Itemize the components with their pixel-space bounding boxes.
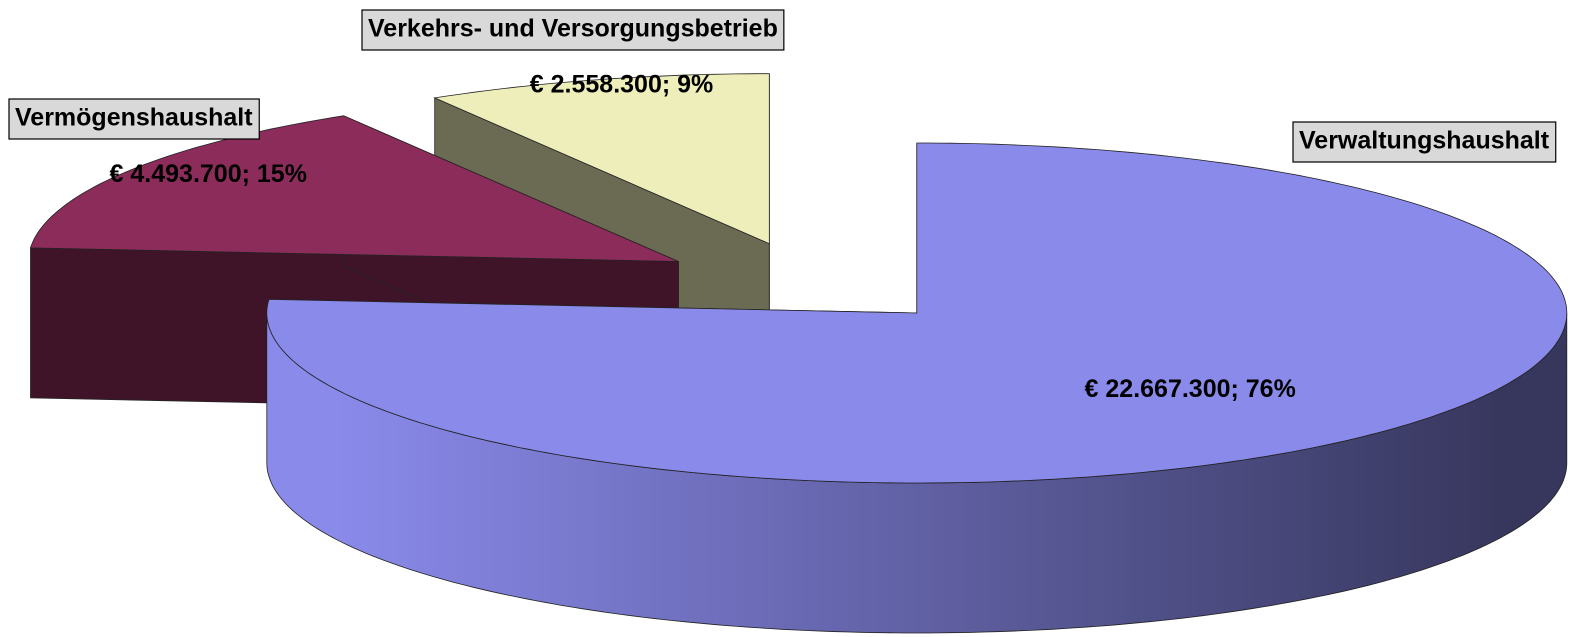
slice (433, 73, 770, 245)
value-label: € 22.667.300; 76% (1085, 375, 1296, 403)
category-label-box (8, 98, 260, 140)
category-label: Verwaltungshaushalt (1299, 127, 1550, 155)
category-label-box (1292, 121, 1557, 163)
category-label-box (361, 9, 785, 51)
category-label: Vermögenshaushalt (15, 104, 253, 132)
slice (29, 115, 679, 262)
slice (266, 142, 1568, 484)
category-label: Verkehrs- und Versorgungsbetrieb (368, 15, 778, 43)
value-label: € 4.493.700; 15% (110, 160, 307, 188)
value-label: € 2.558.300; 9% (530, 71, 713, 99)
